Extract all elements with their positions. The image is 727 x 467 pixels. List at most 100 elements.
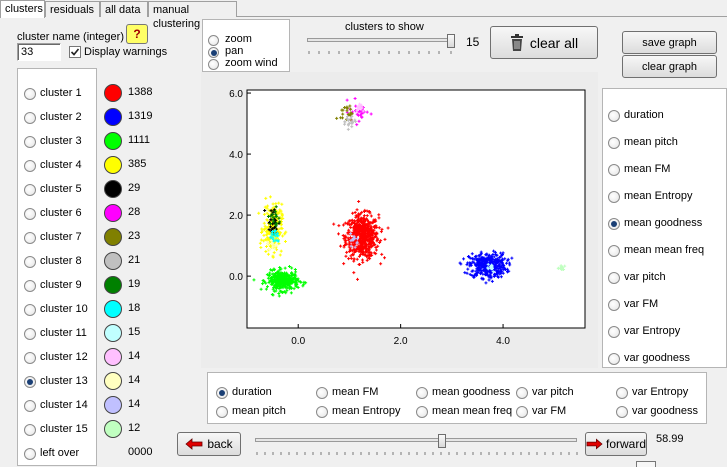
save-graph-button[interactable]: save graph: [622, 31, 717, 54]
scatter-point: [364, 250, 368, 254]
y-feature-radio[interactable]: [608, 191, 620, 203]
cluster-radio[interactable]: [24, 448, 36, 460]
scatter-point: [284, 291, 288, 295]
clusters-to-show-thumb[interactable]: [447, 34, 455, 48]
cluster-radio[interactable]: [24, 184, 36, 196]
y-feature-radio[interactable]: [608, 353, 620, 365]
y-feature-radio[interactable]: [608, 164, 620, 176]
scatter-point: [263, 209, 267, 213]
navigation-track[interactable]: [255, 438, 577, 442]
cluster-name-input[interactable]: 33: [17, 43, 61, 61]
cluster-radio[interactable]: [24, 136, 36, 148]
cluster-radio[interactable]: [24, 376, 36, 388]
scatter-point: [499, 268, 503, 272]
scatter-point: [357, 263, 361, 267]
cluster-radio[interactable]: [24, 424, 36, 436]
scatter-point: [278, 278, 282, 282]
clusters-to-show-track[interactable]: [307, 38, 455, 42]
cluster-radio[interactable]: [24, 160, 36, 172]
cluster-radio[interactable]: [24, 208, 36, 220]
cluster-label: cluster 14: [40, 399, 88, 411]
x-feature-radio[interactable]: [616, 387, 628, 399]
scatter-point: [274, 224, 278, 228]
cluster-radio[interactable]: [24, 400, 36, 412]
scatter-point: [357, 237, 361, 241]
scatter-point: [259, 246, 263, 250]
view-mode-radio[interactable]: [208, 35, 219, 46]
scatter-point: [355, 257, 359, 261]
scatter-point: [480, 276, 484, 280]
scatter-point: [290, 266, 294, 270]
scatter-point: [290, 271, 294, 275]
cluster-radio[interactable]: [24, 304, 36, 316]
scatter-point: [353, 120, 357, 124]
scatter-point: [490, 264, 494, 268]
scatter-point: [335, 116, 339, 120]
y-feature-radio[interactable]: [608, 110, 620, 122]
scatter-point: [281, 290, 285, 294]
scatter-point: [466, 267, 470, 271]
scatter-point: [274, 287, 278, 291]
x-feature-radio[interactable]: [316, 387, 328, 399]
tab-manual-clustering[interactable]: manual clustering: [148, 1, 237, 30]
scatter-point: [371, 237, 375, 241]
x-feature-radio[interactable]: [516, 387, 528, 399]
tab-clusters[interactable]: clusters: [0, 0, 45, 18]
scatter-point: [341, 223, 345, 227]
y-feature-radio[interactable]: [608, 299, 620, 311]
scatter-point: [475, 267, 479, 271]
scatter-point: [370, 241, 374, 245]
back-button[interactable]: back: [177, 432, 241, 456]
display-warnings-checkbox[interactable]: [69, 46, 81, 58]
scatter-point: [468, 272, 472, 276]
y-feature-radio[interactable]: [608, 218, 620, 230]
y-feature-radio[interactable]: [608, 272, 620, 284]
y-tick-label: 2.0: [229, 211, 243, 222]
scatter-point: [479, 266, 483, 270]
y-feature-radio[interactable]: [608, 245, 620, 257]
scatter-point: [273, 217, 277, 221]
x-feature-radio[interactable]: [316, 406, 328, 418]
scatter-point: [358, 229, 362, 233]
x-feature-radio[interactable]: [416, 387, 428, 399]
scatter-point: [355, 208, 359, 212]
cluster-radio[interactable]: [24, 232, 36, 244]
cluster-count: 1319: [128, 110, 153, 122]
navigation-thumb[interactable]: [437, 434, 446, 448]
y-feature-radio[interactable]: [608, 137, 620, 149]
scatter-point: [301, 284, 305, 288]
tab-all-data[interactable]: all data: [100, 1, 148, 17]
x-feature-radio[interactable]: [516, 406, 528, 418]
scatter-point: [271, 212, 275, 216]
scatter-plot[interactable]: 6.0 4.0 2.0 0.0 0.0 2.0 4.0: [201, 72, 598, 368]
clear-graph-button[interactable]: clear graph: [622, 55, 717, 78]
cluster-radio[interactable]: [24, 88, 36, 100]
scatter-point: [343, 238, 347, 242]
scatter-point: [356, 220, 360, 224]
x-feature-radio[interactable]: [616, 406, 628, 418]
arrow-left-icon: [185, 438, 203, 450]
cluster-count: 23: [128, 230, 141, 242]
scatter-point: [377, 226, 381, 230]
x-feature-radio[interactable]: [216, 406, 228, 418]
scatter-point: [364, 223, 368, 227]
scatter-point: [496, 260, 500, 264]
cluster-radio[interactable]: [24, 328, 36, 340]
cluster-radio[interactable]: [24, 112, 36, 124]
forward-button[interactable]: forward: [585, 432, 647, 456]
tab-residuals[interactable]: residuals: [45, 1, 100, 17]
cluster-radio[interactable]: [24, 280, 36, 292]
cluster-radio[interactable]: [24, 352, 36, 364]
x-feature-radio[interactable]: [416, 406, 428, 418]
scatter-point: [269, 238, 273, 242]
view-mode-radio[interactable]: [208, 47, 219, 58]
cluster-count: 14: [128, 350, 141, 362]
cluster-radio[interactable]: [24, 256, 36, 268]
bottom-control-edge[interactable]: [636, 461, 656, 467]
view-mode-radio[interactable]: [208, 59, 219, 70]
clear-all-button[interactable]: clear all: [490, 26, 598, 59]
scatter-point: [365, 214, 369, 218]
x-feature-radio[interactable]: [216, 387, 228, 399]
y-feature-radio[interactable]: [608, 326, 620, 338]
help-button[interactable]: ?: [126, 24, 148, 44]
